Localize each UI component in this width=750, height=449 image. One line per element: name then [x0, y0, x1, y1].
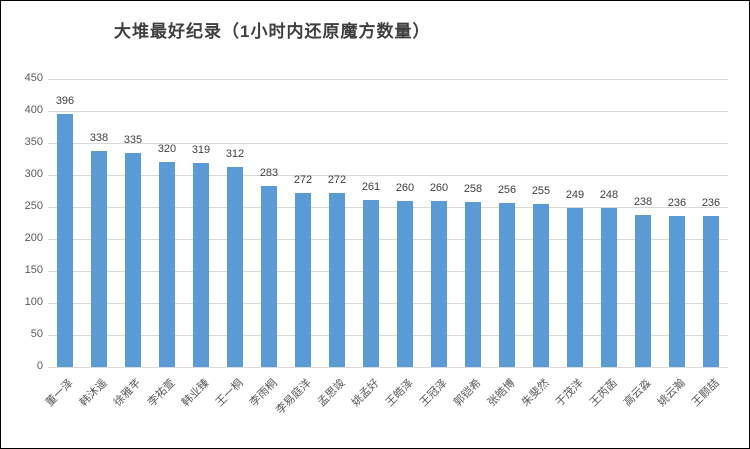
bar	[261, 186, 277, 367]
y-axis-tick-label: 200	[24, 232, 43, 244]
bar-value-label: 260	[429, 182, 449, 194]
y-axis-tick-label: 100	[24, 296, 43, 308]
gridline	[48, 207, 728, 208]
bar-value-label: 283	[259, 167, 279, 179]
bar-value-label: 256	[497, 184, 517, 196]
bar	[567, 208, 583, 367]
gridline	[48, 239, 728, 240]
bar	[227, 167, 243, 367]
gridline	[48, 271, 728, 272]
bar	[193, 163, 209, 367]
bar-value-label: 255	[531, 185, 551, 197]
bar	[601, 208, 617, 367]
y-axis-tick-label: 0	[36, 360, 43, 372]
bar	[125, 153, 141, 367]
bar-value-label: 338	[89, 132, 109, 144]
y-axis-tick-label: 450	[24, 72, 43, 84]
bar-value-label: 272	[327, 174, 347, 186]
bar-value-label: 396	[55, 95, 75, 107]
bar-value-label: 236	[667, 197, 687, 209]
bar	[329, 193, 345, 367]
chart-title: 大堆最好纪录（1小时内还原魔方数量）	[114, 22, 431, 41]
y-axis-tick-label: 400	[24, 104, 43, 116]
bar-value-label: 261	[361, 181, 381, 193]
bar-value-label: 236	[701, 197, 721, 209]
bar	[431, 201, 447, 367]
bar-value-label: 249	[565, 189, 585, 201]
gridline	[48, 335, 728, 336]
bar	[499, 203, 515, 367]
gridline	[48, 79, 728, 80]
bar-value-label: 312	[225, 148, 245, 160]
bar	[363, 200, 379, 367]
bar-value-label: 272	[293, 174, 313, 186]
bar-value-label: 320	[157, 143, 177, 155]
plot-area: 396 338 335 320 319 312 283 272 272 261 260 260 258 2…	[48, 79, 728, 368]
bar	[703, 216, 719, 367]
bar-value-label: 335	[123, 134, 143, 146]
gridline	[48, 143, 728, 144]
bar	[465, 202, 481, 367]
bar	[159, 162, 175, 367]
bar-value-label: 238	[633, 196, 653, 208]
bar	[57, 114, 73, 367]
y-axis-tick-label: 250	[24, 200, 43, 212]
gridline	[48, 111, 728, 112]
gridline	[48, 175, 728, 176]
bar-value-label: 248	[599, 189, 619, 201]
y-axis-tick-label: 150	[24, 264, 43, 276]
y-axis-tick-label: 300	[24, 168, 43, 180]
gridline	[48, 303, 728, 304]
bar	[669, 216, 685, 367]
bar-value-label: 260	[395, 182, 415, 194]
bar-value-label: 319	[191, 144, 211, 156]
bar-value-label: 258	[463, 183, 483, 195]
bar	[397, 201, 413, 367]
y-axis-tick-label: 50	[30, 328, 43, 340]
bar	[295, 193, 311, 367]
bar	[635, 215, 651, 367]
gridline	[48, 367, 728, 368]
y-axis-tick-label: 350	[24, 136, 43, 148]
bar	[91, 151, 107, 367]
bar	[533, 204, 549, 367]
